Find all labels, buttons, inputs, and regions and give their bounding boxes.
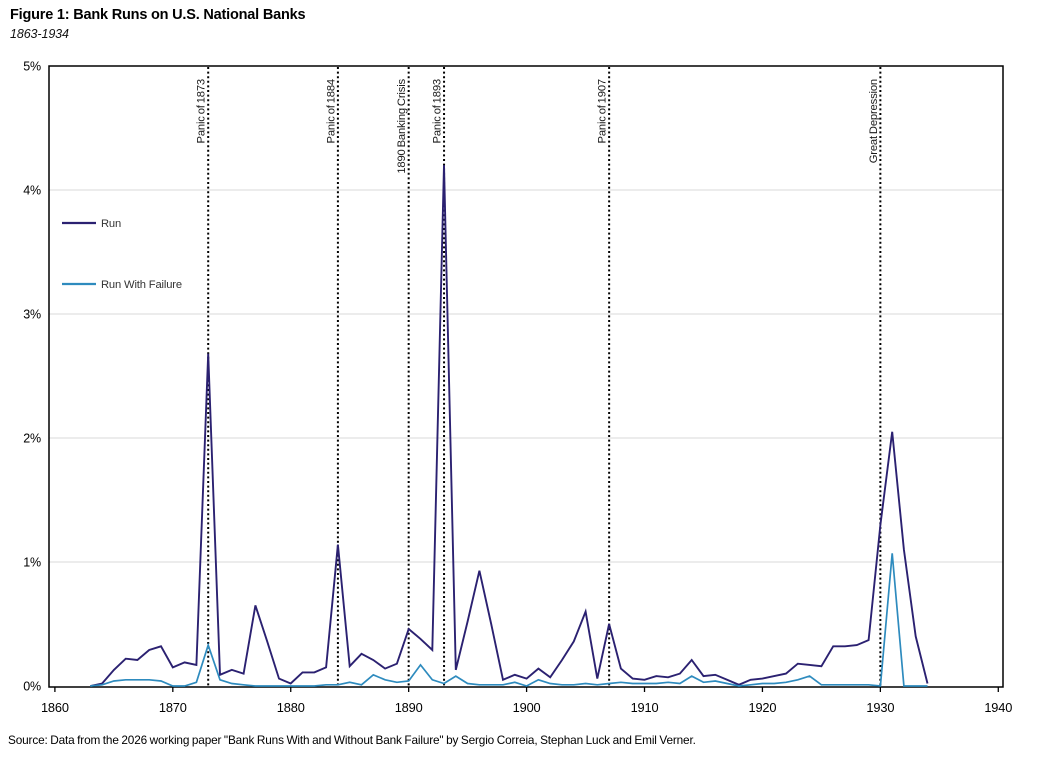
y-tick-label: 0% bbox=[23, 680, 41, 694]
event-label-panic-of-1907: Panic of 1907 bbox=[597, 79, 609, 143]
event-label-great-depression: Great Depression bbox=[868, 79, 880, 163]
figure-subtitle: 1863-1934 bbox=[10, 27, 69, 41]
event-label-panic-of-1893: Panic of 1893 bbox=[432, 79, 444, 143]
event-label-panic-of-1873: Panic of 1873 bbox=[196, 79, 208, 143]
run-with-failure-line bbox=[90, 553, 928, 687]
run-line bbox=[90, 165, 929, 687]
chart-canvas: 0% 1% 2% 3% 4% 5% 1860 1870 1880 1890 1900 1910 1920… bbox=[23, 60, 1012, 716]
y-tick-label: 4% bbox=[23, 184, 41, 198]
plot-border bbox=[48, 65, 1004, 688]
source-note: Source: Data from the 2026 working paper… bbox=[8, 733, 696, 747]
x-tick-label: 1890 bbox=[395, 700, 423, 715]
y-tick-label: 5% bbox=[23, 60, 41, 74]
x-tick-label: 1910 bbox=[631, 700, 659, 715]
x-tick-label: 1870 bbox=[159, 700, 187, 715]
x-tick-label: 1920 bbox=[748, 700, 776, 715]
x-tick-label: 1880 bbox=[277, 700, 305, 715]
x-tick-label: 1940 bbox=[984, 700, 1012, 715]
event-label-panic-of-1884: Panic of 1884 bbox=[325, 79, 337, 143]
y-tick-label: 3% bbox=[23, 308, 41, 322]
event-label-1890-banking-crisis: 1890 Banking Crisis bbox=[396, 78, 408, 173]
figure-title: Figure 1: Bank Runs on U.S. National Ban… bbox=[10, 7, 306, 23]
x-tick-label: 1930 bbox=[866, 700, 894, 715]
y-tick-label: 1% bbox=[23, 556, 41, 570]
legend-label-run: Run bbox=[101, 218, 121, 230]
x-tick-label: 1900 bbox=[513, 700, 541, 715]
x-tick-label: 1860 bbox=[41, 700, 69, 715]
y-tick-label: 2% bbox=[23, 432, 41, 446]
legend-label-run-with-failure: Run With Failure bbox=[101, 279, 182, 291]
